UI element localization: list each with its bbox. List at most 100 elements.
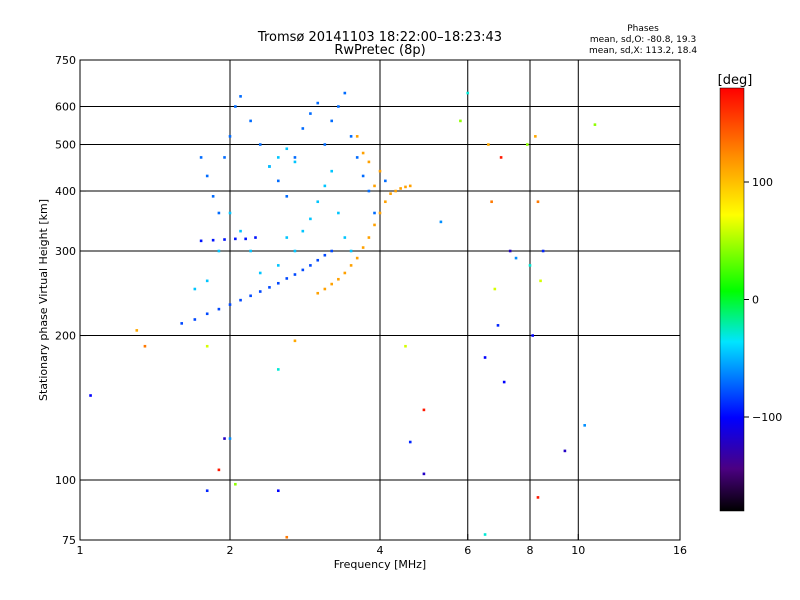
data-point [249, 119, 252, 123]
data-point [205, 344, 209, 348]
data-point [323, 253, 327, 257]
data-point [293, 249, 297, 253]
y-axis-ticks: 75 100 200 300 400 500 600 750 [55, 54, 86, 547]
data-point [404, 185, 407, 189]
data-point [378, 169, 382, 173]
data-point [276, 368, 280, 371]
series-group [316, 135, 412, 295]
data-point [234, 482, 237, 486]
data-point [399, 187, 402, 190]
data-point [285, 147, 289, 151]
data-point [301, 229, 305, 233]
data-point [563, 449, 567, 453]
data-point [276, 281, 280, 285]
data-point [211, 238, 215, 242]
data-point [367, 189, 371, 193]
data-point [217, 307, 221, 311]
data-point [490, 200, 493, 204]
y-tick-label: 200 [55, 330, 76, 343]
data-point [323, 143, 327, 146]
data-point [343, 91, 347, 95]
data-point [217, 249, 221, 253]
data-point [285, 535, 289, 539]
x-tick-label: 8 [527, 544, 534, 557]
data-point [408, 184, 412, 188]
data-point [355, 256, 359, 260]
stats-o-mode: mean, sd,O: -80.8, 19.3 [590, 35, 696, 45]
data-point [466, 91, 470, 95]
colorbar-tick-label: 100 [752, 176, 773, 189]
data-point [234, 105, 237, 108]
data-point [330, 282, 334, 286]
x-tick-label: 10 [571, 544, 585, 557]
data-point [276, 179, 280, 183]
data-point [541, 249, 545, 253]
data-point [276, 489, 280, 493]
data-point [316, 291, 320, 295]
data-point [293, 273, 297, 276]
data-point [373, 223, 376, 227]
colorbar-label: [deg] [718, 73, 753, 88]
data-point [239, 298, 242, 302]
data-point [384, 179, 387, 183]
data-point [404, 344, 407, 348]
data-point [249, 249, 252, 253]
data-point [228, 135, 232, 138]
data-point [355, 156, 359, 159]
data-point [316, 101, 320, 105]
x-tick-label: 6 [464, 544, 471, 557]
data-point [285, 277, 289, 280]
data-point [422, 472, 426, 476]
data-point [244, 237, 247, 241]
data-point [499, 156, 503, 159]
data-point [496, 324, 500, 327]
data-point [228, 437, 232, 440]
colorbar-tick-label: 0 [752, 294, 759, 307]
series-group [89, 91, 597, 539]
data-point [343, 236, 347, 239]
data-point [323, 184, 327, 188]
data-point [330, 169, 334, 173]
data-point [439, 220, 443, 224]
data-point [349, 249, 353, 253]
data-point [514, 256, 518, 260]
data-point [223, 156, 226, 159]
data-point [330, 119, 334, 123]
data-point [223, 437, 226, 440]
data-point [316, 200, 320, 204]
data-point [293, 160, 297, 164]
data-point [301, 268, 305, 272]
data-point [285, 195, 289, 198]
chart-title: Tromsø 20141103 18:22:00–18:23:43 [257, 30, 502, 45]
data-point [343, 271, 347, 275]
data-point [422, 408, 426, 412]
data-point [205, 279, 209, 283]
data-point [239, 229, 242, 233]
series-group [199, 236, 257, 243]
data-point [361, 151, 365, 155]
data-point [373, 211, 376, 215]
data-point [378, 211, 382, 215]
data-point [205, 174, 209, 178]
x-axis-label: Frequency [MHz] [334, 558, 426, 571]
data-point [180, 322, 184, 325]
data-point [534, 135, 537, 138]
data-point [316, 258, 320, 262]
data-point [193, 287, 197, 291]
data-point [384, 200, 387, 204]
data-point [367, 160, 371, 164]
data-point [258, 290, 262, 293]
data-point [249, 294, 252, 298]
data-point [228, 211, 232, 215]
x-tick-label: 4 [377, 544, 384, 557]
colorbar-tick-label: −100 [752, 411, 782, 424]
data-point [309, 217, 312, 221]
x-axis-ticks: 1 2 4 6 8 10 16 [77, 534, 687, 557]
data-point [217, 211, 221, 215]
data-point [254, 236, 257, 239]
data-point [536, 496, 540, 499]
data-point [349, 135, 353, 138]
data-point [361, 246, 365, 249]
data-point [205, 312, 209, 316]
